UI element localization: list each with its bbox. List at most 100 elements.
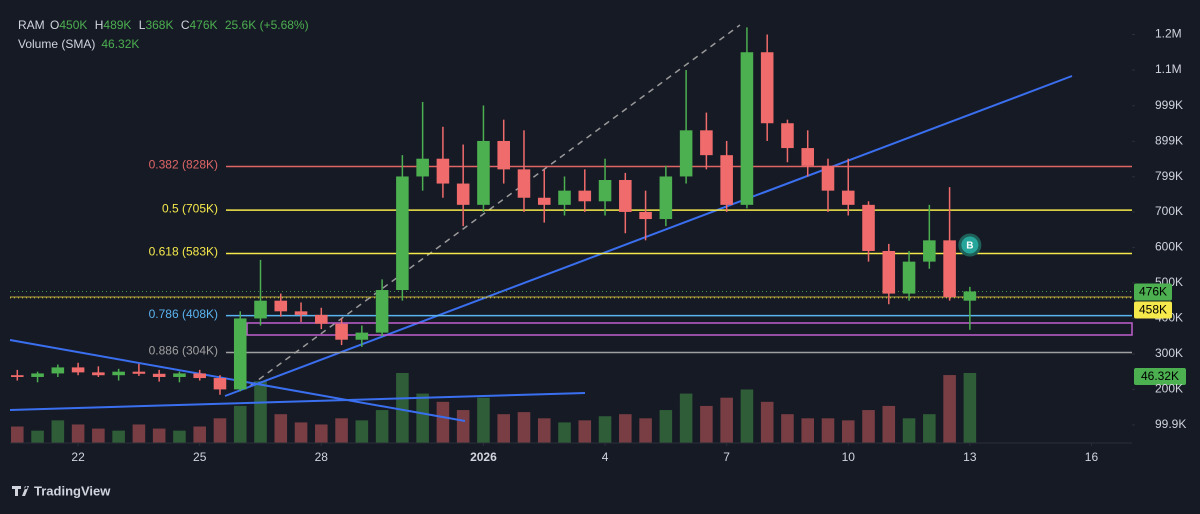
volume-bar <box>537 418 551 443</box>
y-tick-label: 300K <box>1155 346 1183 360</box>
volume-bar <box>436 401 450 443</box>
candle-body <box>213 378 227 390</box>
volume-bar <box>781 414 794 443</box>
volume-bar <box>51 420 65 443</box>
candle-body <box>902 261 916 294</box>
volume-bar <box>315 424 328 443</box>
volume-bar <box>254 381 267 443</box>
candle-body <box>274 300 288 312</box>
volume-bar <box>679 393 693 443</box>
candle-body <box>355 332 369 340</box>
volume-bar <box>213 418 227 443</box>
zone <box>246 322 1133 336</box>
candle-body <box>436 158 450 184</box>
volume-tag-label: 46.32K <box>1141 369 1179 383</box>
x-tick-label: 16 <box>1085 450 1099 464</box>
volume-bar <box>558 422 571 443</box>
candle-body <box>943 240 956 298</box>
volume-bar <box>233 405 247 443</box>
volume-bar <box>396 373 409 443</box>
volume-bar <box>294 422 308 443</box>
x-tick-label: 28 <box>315 450 329 464</box>
x-tick-label: 13 <box>963 450 977 464</box>
volume-legend: Volume (SMA) 46.32K <box>18 37 139 51</box>
volume-bar <box>841 420 855 443</box>
volume-bar <box>497 414 510 443</box>
volume-bar <box>92 428 105 443</box>
volume-bar <box>71 424 85 443</box>
label: O <box>50 18 59 32</box>
y-tick-label: 899K <box>1155 133 1183 147</box>
brand: TradingView <box>34 483 111 498</box>
volume-bar <box>416 393 429 443</box>
volume-bar <box>335 418 348 443</box>
volume-bars <box>11 373 977 443</box>
volume-bar <box>821 418 835 443</box>
candle-body <box>578 190 592 202</box>
candle-body <box>558 190 571 205</box>
trend-line <box>224 75 1073 397</box>
volume-bar <box>193 426 206 443</box>
candle-body <box>152 373 166 377</box>
label: C <box>181 18 190 32</box>
candle-body <box>11 375 24 377</box>
signal-marker <box>958 233 982 257</box>
candle-body <box>679 130 693 177</box>
volume-bar <box>639 418 652 443</box>
value: 368K <box>145 18 173 32</box>
fib-label: 0.886 (304K) <box>149 344 218 358</box>
fib-label: 0.382 (828K) <box>149 158 218 172</box>
price-tag <box>1134 283 1172 301</box>
price-tag <box>1134 301 1172 319</box>
candle-body <box>193 373 206 379</box>
volume-tag <box>1134 368 1186 385</box>
candle-body <box>720 155 733 205</box>
candle-body <box>375 290 389 333</box>
volume-bar <box>355 420 369 443</box>
candle-body <box>173 373 186 377</box>
candle-body <box>315 314 328 324</box>
candle-body <box>477 140 490 205</box>
candle-body <box>233 318 247 390</box>
ohlc-legend: O450K H489K L368K C476K 25.6K (+5.68%) <box>50 18 309 32</box>
candle-body <box>740 52 754 205</box>
volume-bar <box>619 414 632 443</box>
change: 25.6K (+5.68%) <box>225 18 309 32</box>
candle-body <box>639 211 652 220</box>
volume-bar <box>31 430 44 443</box>
x-tick-label: 2026 <box>470 450 497 464</box>
y-tick-label: 1.1M <box>1155 62 1182 76</box>
volume-bar <box>375 410 389 443</box>
logo <box>12 486 29 496</box>
volume-bar <box>152 428 166 443</box>
candle-body <box>51 367 65 374</box>
x-tick-label: 7 <box>723 450 730 464</box>
label: H <box>95 18 104 32</box>
candle-body <box>294 311 308 315</box>
volume-bar <box>740 389 754 443</box>
volume-bar <box>700 405 713 443</box>
volume-bar <box>132 424 146 443</box>
signal-label: B <box>966 241 973 252</box>
y-tick-label: 999K <box>1155 98 1183 112</box>
value: 476K <box>190 18 218 32</box>
candle-body <box>416 158 429 177</box>
candle-body <box>517 169 531 198</box>
candle-body <box>112 371 125 376</box>
volume-bar <box>11 426 24 443</box>
candle-body <box>760 52 774 124</box>
volume-bar <box>578 420 592 443</box>
candle-body <box>537 197 551 205</box>
trend-dashed <box>249 24 741 387</box>
volume-bar <box>963 373 977 443</box>
label: L <box>139 18 146 32</box>
candle-body <box>71 367 85 373</box>
front: B <box>11 27 982 395</box>
y-tick-label: 99.9K <box>1155 417 1186 431</box>
value: 46.32K <box>101 37 139 51</box>
price-tag-label: 476K <box>1139 285 1167 299</box>
symbol: RAM <box>18 18 45 32</box>
candle-body <box>619 180 632 212</box>
fib-label: 0.786 (408K) <box>149 307 218 321</box>
